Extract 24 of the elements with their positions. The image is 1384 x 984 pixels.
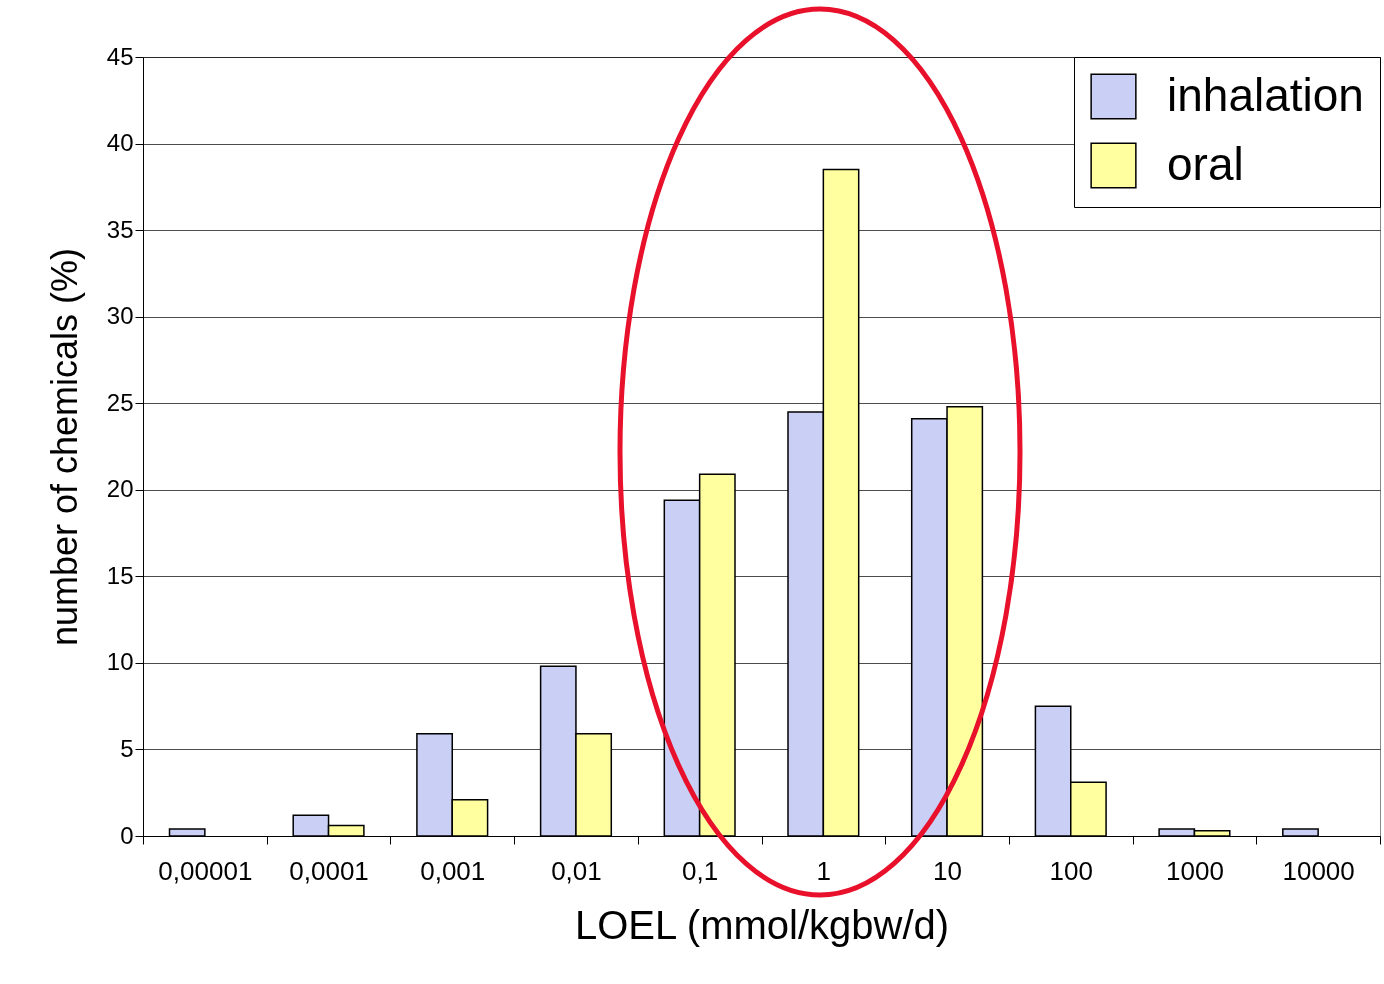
x-tick-label: 10 [933, 855, 963, 886]
x-tick-label: 0,00001 [158, 855, 253, 886]
x-tick-label: 1 [816, 855, 832, 886]
legend-label: oral [1167, 137, 1244, 190]
x-tick-label: 0,001 [420, 855, 486, 886]
y-tick-label: 20 [106, 475, 134, 503]
y-tick-label: 35 [106, 215, 134, 243]
y-tick-label: 30 [106, 302, 134, 330]
x-axis-title: LOEL (mmol/kgbw/d) [574, 902, 950, 947]
y-tick-label: 10 [106, 648, 134, 676]
x-tick-label: 1000 [1166, 855, 1224, 886]
legend-label: inhalation [1167, 68, 1364, 121]
y-axis-title: number of chemicals (%) [43, 247, 85, 647]
x-tick-label: 0,1 [682, 855, 719, 886]
x-tick-label: 100 [1049, 855, 1093, 886]
y-tick-label: 45 [106, 42, 134, 70]
y-tick-label: 5 [120, 734, 134, 762]
y-tick-label: 15 [106, 561, 134, 589]
x-tick-label: 0,0001 [289, 855, 369, 886]
y-tick-label: 0 [120, 821, 134, 849]
x-tick-label: 0,01 [551, 855, 602, 886]
y-tick-label: 40 [106, 129, 134, 157]
x-tick-label: 10000 [1282, 855, 1355, 886]
y-tick-label: 25 [106, 388, 134, 416]
